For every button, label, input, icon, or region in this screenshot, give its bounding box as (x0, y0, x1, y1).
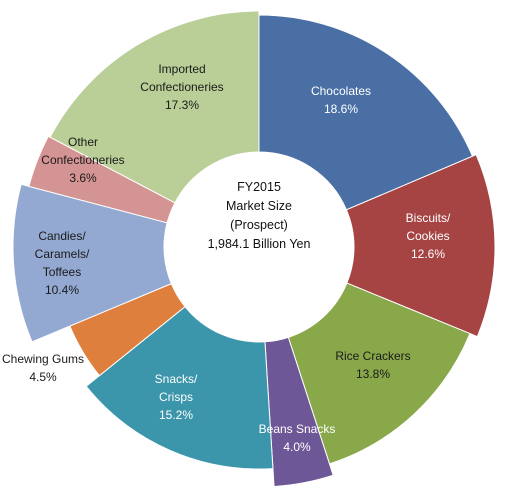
slice-name-line: Toffees (43, 265, 81, 279)
slice-label-7: Other Confectioneries 3.6% (41, 135, 124, 185)
donut-hole (165, 153, 353, 341)
slice-label-2: Rice Crackers 13.8% (335, 349, 410, 381)
slice-name-line: Chocolates (311, 84, 371, 98)
slice-0 (258, 14, 474, 211)
slice-percent: 13.8% (356, 367, 390, 381)
slice-label-0: Chocolates 18.6% (311, 84, 371, 116)
center-line-2: Market Size (226, 199, 292, 213)
slice-label-1: Biscuits/Cookies 12.6% (406, 211, 451, 261)
slice-group (12, 10, 496, 488)
slice-label-4: Snacks/Crisps 15.2% (155, 372, 198, 422)
slice-name-line: Confectioneries (41, 153, 124, 167)
slice-name-line: Other (68, 135, 98, 149)
slice-name-line: Snacks/ (155, 372, 198, 386)
slice-4 (85, 305, 274, 470)
slice-1 (345, 153, 496, 338)
slice-name-line: Crisps (159, 390, 193, 404)
slice-name-line: Caramels/ (35, 247, 90, 261)
slice-name-line: Cookies (406, 229, 449, 243)
slice-percent: 18.6% (324, 102, 358, 116)
center-line-3: (Prospect) (230, 218, 288, 232)
slice-name-line: Candies/ (38, 229, 86, 243)
slice-percent: 4.0% (283, 440, 311, 454)
slice-name-line: Biscuits/ (406, 211, 451, 225)
slice-6 (12, 183, 172, 343)
slice-percent: 10.4% (45, 283, 79, 297)
center-line-4: 1,984.1 Billion Yen (208, 237, 311, 251)
slice-2 (287, 282, 471, 465)
center-line-1: FY2015 (237, 180, 281, 194)
slice-label-8: Imported Confectioneries 17.3% (140, 62, 223, 112)
label-group: Chocolates 18.6% Biscuits/Cookies 12.6% Rice… (2, 62, 451, 454)
slice-name-line: Rice Crackers (335, 349, 410, 363)
slice-percent: 4.5% (29, 370, 57, 384)
slice-label-6: Candies/Caramels/Toffees 10.4% (35, 229, 90, 297)
slice-label-3: Beans Snacks 4.0% (259, 422, 336, 454)
slice-name-line: Beans Snacks (259, 422, 336, 436)
slice-8 (49, 10, 260, 204)
slice-percent: 3.6% (69, 171, 97, 185)
slice-name-line: Imported (158, 62, 205, 76)
slice-percent: 15.2% (159, 408, 193, 422)
slice-name-line: Chewing Gums (2, 352, 84, 366)
slice-percent: 12.6% (411, 247, 445, 261)
slice-label-5: Chewing Gums 4.5% (2, 352, 84, 384)
slice-name-line: Confectioneries (140, 80, 223, 94)
slice-percent: 17.3% (165, 98, 199, 112)
